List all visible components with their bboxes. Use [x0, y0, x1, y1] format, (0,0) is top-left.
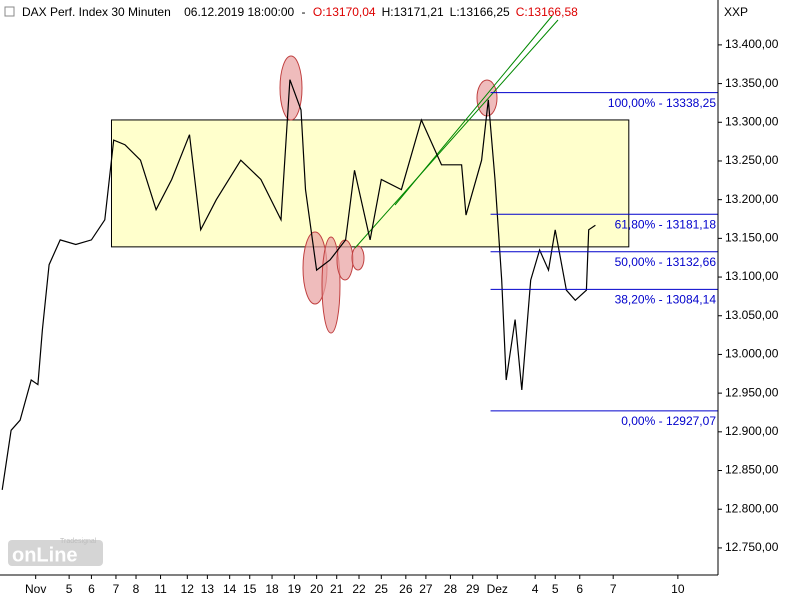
- x-tick-label: 19: [288, 582, 302, 596]
- x-tick-label: 7: [113, 582, 120, 596]
- x-tick-label: 14: [223, 582, 237, 596]
- x-tick-label: 26: [399, 582, 413, 596]
- logo-brand: Tradesignal: [60, 538, 97, 545]
- fib-label: 0,00% - 12927,07: [621, 414, 716, 428]
- x-tick-label: 29: [466, 582, 480, 596]
- ohlc-value: H:13171,21: [382, 5, 444, 19]
- x-tick-label: 18: [265, 582, 279, 596]
- fib-label: 38,20% - 13084,14: [615, 292, 717, 306]
- fib-label: 61,80% - 13181,18: [615, 217, 717, 231]
- y-tick-label: 13.250,00: [725, 153, 779, 167]
- x-tick-label: 8: [133, 582, 140, 596]
- y-tick-label: 12.750,00: [725, 540, 779, 554]
- fib-label: 50,00% - 13132,66: [615, 255, 717, 269]
- datetime: 06.12.2019 18:00:00: [184, 5, 294, 19]
- zone-layer: [110, 119, 630, 248]
- x-tick-label: Dez: [487, 582, 508, 596]
- x-tick-label: 22: [352, 582, 366, 596]
- price-line: [1, 79, 596, 490]
- x-tick-label: 5: [552, 582, 559, 596]
- x-tick-label: 6: [88, 582, 95, 596]
- y-tick-label: 13.350,00: [725, 76, 779, 90]
- x-tick-label: 25: [375, 582, 389, 596]
- header: DAX Perf. Index 30 Minuten 06.12.2019 18…: [22, 5, 578, 19]
- y-tick-label: 13.150,00: [725, 231, 779, 245]
- y-tick-label: 13.300,00: [725, 114, 779, 128]
- x-tick-label: 21: [330, 582, 344, 596]
- x-tick-label: 6: [576, 582, 583, 596]
- highlight: [279, 55, 303, 121]
- highlight: [321, 236, 341, 334]
- x-tick-label: 4: [532, 582, 539, 596]
- y-tick-label: 13.050,00: [725, 308, 779, 322]
- y-tick-label: 13.100,00: [725, 269, 779, 283]
- x-tick-label: 15: [243, 582, 257, 596]
- highlight: [351, 245, 365, 271]
- y-tick-label: 12.950,00: [725, 385, 779, 399]
- y-tick-label: 13.400,00: [725, 37, 779, 51]
- logo-bg: [8, 540, 103, 566]
- annotations: [279, 15, 559, 334]
- y-tick-label: 12.850,00: [725, 463, 779, 477]
- symbol: XXP: [724, 5, 748, 19]
- x-tick-label: 11: [154, 582, 167, 596]
- trend-line: [394, 15, 553, 206]
- fib-label: 100,00% - 13338,25: [608, 96, 716, 110]
- trend-line: [354, 19, 559, 249]
- zone: [110, 119, 630, 248]
- title: DAX Perf. Index 30 Minuten: [22, 5, 171, 19]
- x-tick-label: 10: [671, 582, 685, 596]
- plot: 100,00% - 13338,25 61,80% - 13181,18 50,00…: [1, 79, 718, 490]
- x-tick-label: 12: [181, 582, 195, 596]
- y-tick-label: 13.200,00: [725, 192, 779, 206]
- separator: -: [302, 5, 306, 19]
- y-tick-label: 12.800,00: [725, 501, 779, 515]
- highlight: [336, 239, 354, 281]
- ohlc-value: L:13166,25: [450, 5, 510, 19]
- x-tick-label: 20: [310, 582, 324, 596]
- checkbox[interactable]: [4, 6, 15, 17]
- x-tick-label: Nov: [25, 582, 46, 596]
- y-tick-label: 13.000,00: [725, 347, 779, 361]
- ohlc-value: O:13170,04: [313, 5, 376, 19]
- x-tick-label: 13: [201, 582, 215, 596]
- logo: onLine Tradesignal: [8, 538, 103, 566]
- x-tick-label: 28: [444, 582, 458, 596]
- x-tick-label: 7: [610, 582, 617, 596]
- y-tick-label: 12.900,00: [725, 424, 779, 438]
- x-tick-label: 5: [66, 582, 73, 596]
- logo-text: onLine: [12, 544, 78, 566]
- ohlc-value: C:13166,58: [516, 5, 578, 19]
- x-tick-label: 27: [419, 582, 433, 596]
